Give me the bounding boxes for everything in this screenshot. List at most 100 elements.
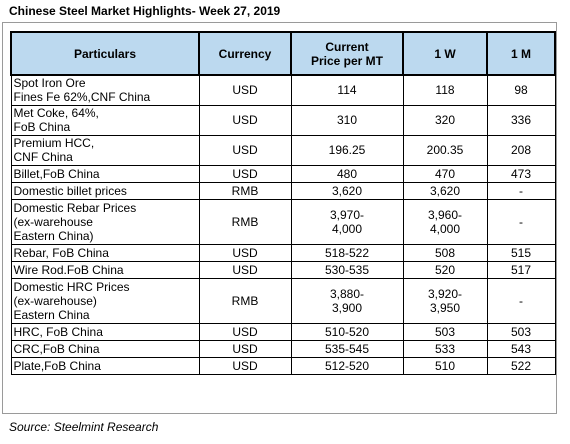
table-row: Rebar, FoB China USD 518-522 508 515 (10, 243, 556, 262)
cell-1m: 98 (486, 74, 556, 106)
source-note: Source: Steelmint Research (9, 420, 159, 434)
cell-line: 320 (434, 113, 456, 127)
cell-line: Plate,FoB China (13, 358, 101, 373)
cell-line: 3,620 (429, 183, 461, 198)
cell-line: 520 (434, 262, 456, 277)
cell-1m: - (486, 277, 556, 324)
cell-price: 510-520 (290, 322, 404, 341)
cell-line: FoB China (13, 120, 71, 134)
cell-1m: 473 (486, 164, 556, 183)
cell-price: 512-520 (290, 356, 404, 375)
cell-1w: 503 (402, 322, 488, 341)
cell-line: 3,880- (329, 286, 365, 301)
cell-particulars: HRC, FoB China (10, 322, 200, 341)
cell-currency: RMB (198, 198, 292, 245)
cell-line: 3,900 (331, 300, 363, 315)
cell-1w: 3,620 (402, 181, 488, 200)
cell-line: 118 (435, 83, 455, 98)
table-row: Premium HCC, CNF China USD 196.25 200.35 208 (10, 134, 556, 166)
cell-line: HRC, FoB China (13, 324, 103, 339)
table-row: Domestic HRC Prices (ex-warehouse) Eastern… (10, 277, 556, 324)
cell-line: 3,920- (427, 286, 463, 301)
table-row: Plate,FoB China USD 512-520 510 522 (10, 356, 556, 375)
cell-line: Billet,FoB China (13, 166, 100, 181)
cell-particulars: CRC,FoB China (10, 339, 200, 358)
cell-line: Met Coke, 64%, (13, 106, 99, 120)
header-price-line1: Current (325, 39, 369, 54)
cell-1m: - (486, 181, 556, 200)
page-title: Chinese Steel Market Highlights- Week 27… (9, 4, 281, 18)
cell-line: 114 (337, 83, 357, 98)
cell-1m: 543 (486, 339, 556, 358)
cell-line: 3,970- (329, 207, 365, 222)
cell-line: 310 (336, 113, 358, 127)
cell-1w: 320 (402, 104, 488, 136)
cell-line: CNF China (13, 150, 73, 164)
cell-line: 503 (434, 324, 456, 339)
cell-1w: 510 (402, 356, 488, 375)
cell-line: Domestic billet prices (13, 183, 127, 198)
cell-price: 530-535 (290, 260, 404, 279)
cell-currency: USD (198, 260, 292, 279)
cell-currency: USD (198, 134, 292, 166)
cell-currency: RMB (198, 277, 292, 324)
cell-1m: 503 (486, 322, 556, 341)
price-table: Particulars Currency Current Price per M… (10, 31, 556, 375)
cell-line: 512-520 (324, 358, 370, 373)
cell-1m: 517 (486, 260, 556, 279)
cell-line: Wire Rod.FoB China (13, 262, 124, 277)
table-row: Billet,FoB China USD 480 470 473 (10, 164, 556, 183)
cell-currency: USD (198, 104, 292, 136)
cell-particulars: Met Coke, 64%, FoB China (10, 104, 200, 136)
table-row: Domestic billet prices RMB 3,620 3,620 - (10, 181, 556, 200)
cell-particulars: Domestic Rebar Prices (ex-warehouse Easter… (10, 198, 200, 245)
cell-particulars: Domestic HRC Prices (ex-warehouse) Eastern… (10, 277, 200, 324)
cell-particulars: Spot Iron Ore Fines Fe 62%,CNF China (10, 74, 200, 106)
cell-price: 114 (290, 74, 404, 106)
cell-1m: 336 (486, 104, 556, 136)
cell-1w: 533 (402, 339, 488, 358)
cell-1w: 508 (402, 243, 488, 262)
cell-particulars: Rebar, FoB China (10, 243, 200, 262)
cell-price: 518-522 (290, 243, 404, 262)
table-row: Spot Iron Ore Fines Fe 62%,CNF China USD 11… (10, 74, 556, 106)
cell-price: 310 (290, 104, 404, 136)
cell-price: 3,880- 3,900 (290, 277, 404, 324)
cell-1w: 118 (402, 74, 488, 106)
header-currency: Currency (198, 31, 292, 76)
cell-line: (ex-warehouse) (13, 293, 97, 308)
cell-1m: 515 (486, 243, 556, 262)
cell-line: 510-520 (324, 324, 370, 339)
cell-particulars: Plate,FoB China (10, 356, 200, 375)
cell-line: 3,950 (429, 300, 461, 315)
cell-line: 530-535 (324, 262, 370, 277)
header-1m: 1 M (486, 31, 556, 76)
cell-currency: USD (198, 164, 292, 183)
cell-line: CRC,FoB China (13, 341, 100, 356)
cell-currency: USD (198, 74, 292, 106)
cell-line: 4,000 (429, 221, 461, 236)
header-price: Current Price per MT (290, 31, 404, 76)
cell-line: 535-545 (324, 341, 370, 356)
cell-line: 508 (434, 245, 456, 260)
cell-line: Fines Fe 62%,CNF China (13, 90, 151, 105)
cell-line: 533 (434, 341, 456, 356)
cell-line: 470 (434, 166, 456, 181)
cell-currency: USD (198, 356, 292, 375)
cell-1w: 3,920- 3,950 (402, 277, 488, 324)
cell-1w: 470 (402, 164, 488, 183)
table-row: Domestic Rebar Prices (ex-warehouse Easter… (10, 198, 556, 245)
header-1w: 1 W (402, 31, 488, 76)
cell-particulars: Premium HCC, CNF China (10, 134, 200, 166)
cell-price: 535-545 (290, 339, 404, 358)
cell-line: Eastern China (13, 307, 90, 322)
table-frame (2, 22, 557, 414)
cell-1w: 520 (402, 260, 488, 279)
cell-currency: USD (198, 243, 292, 262)
cell-line: Eastern China) (13, 228, 94, 243)
header-price-line2: Price per MT (310, 53, 384, 68)
cell-line: 200.35 (426, 143, 464, 157)
header-row: Particulars Currency Current Price per M… (10, 31, 556, 76)
cell-currency: USD (198, 339, 292, 358)
cell-particulars: Domestic billet prices (10, 181, 200, 200)
